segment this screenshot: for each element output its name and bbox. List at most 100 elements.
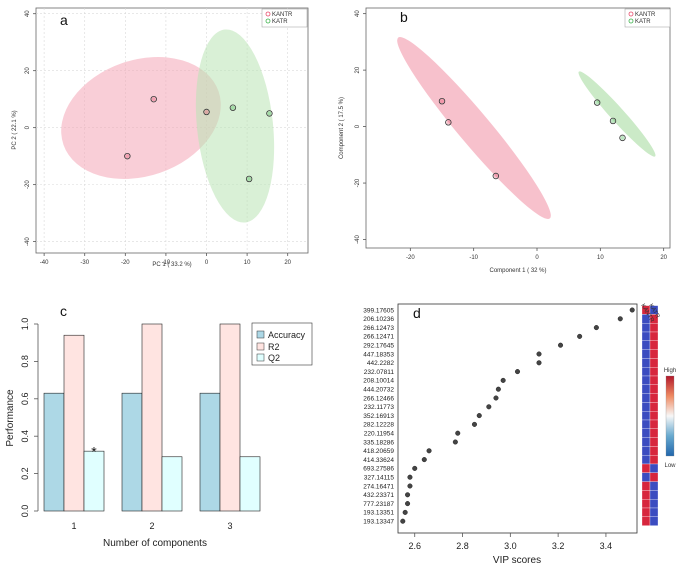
- panel-a-ylabel: PC 2 ( 22.1 %): [12, 110, 18, 149]
- feature-label: 220.11954: [364, 431, 395, 438]
- legend-kantr-marker: [628, 11, 634, 17]
- x-tick-label: 1: [71, 521, 76, 531]
- y-tick-label: -40: [355, 235, 361, 244]
- feature-label: 292.17645: [363, 343, 394, 350]
- x-tick-label: 3.2: [552, 541, 565, 551]
- feature-label: 432.23371: [363, 492, 394, 499]
- point-katr-outline: [245, 175, 253, 183]
- legend-kantr-label: KANTR: [635, 12, 656, 18]
- feature-label: 266.12473: [363, 325, 394, 332]
- y-tick-label: 0.6: [20, 393, 30, 406]
- heatmap-cell: [641, 481, 651, 491]
- panel-a: -40 -30 -20 -10 0 10 20 -40 -20 0 20 40 a KANTR KAT…: [12, 7, 309, 268]
- heatmap-cell: [641, 384, 651, 394]
- vip-point: [500, 377, 506, 383]
- x-tick-label: 10: [244, 260, 251, 266]
- panel-d-frame: [397, 303, 638, 534]
- heatmap-cell: [641, 411, 651, 421]
- vip-point: [493, 395, 499, 401]
- heatmap-cell: [649, 516, 659, 526]
- x-tick-label: 3.0: [504, 541, 517, 551]
- point-kantr: [440, 99, 444, 104]
- heatmap-cell: [649, 455, 659, 465]
- heatmap-cell: [641, 490, 651, 500]
- bar-q2: [161, 456, 183, 512]
- heatmap-cell: [641, 375, 651, 385]
- heatmap-cell: [649, 481, 659, 491]
- point-katr-outline: [593, 99, 601, 106]
- feature-label: 206.10236: [363, 316, 394, 323]
- y-tick-label: 0: [25, 125, 31, 129]
- heatmap-cell: [641, 358, 651, 368]
- heatmap-cell: [641, 331, 651, 341]
- heatmap-cell: [649, 446, 659, 456]
- vip-point: [536, 360, 542, 366]
- vip-point: [495, 386, 501, 392]
- heatmap-cell: [641, 419, 651, 429]
- y-tick-label: 0: [355, 124, 361, 128]
- feature-label: 399.17605: [363, 307, 394, 314]
- heatmap-cell: [641, 437, 651, 447]
- legend-r2-label: R2: [268, 342, 280, 352]
- point-katr: [611, 118, 615, 123]
- feature-label: 777.23187: [363, 501, 394, 508]
- point-kantr: [151, 97, 156, 102]
- legend-accuracy-label: Accuracy: [268, 330, 306, 340]
- x-tick-label: 0: [535, 255, 539, 261]
- vip-point: [400, 518, 406, 524]
- heatmap-cell: [649, 472, 659, 482]
- bar-r2: [219, 323, 241, 512]
- vip-point: [455, 430, 461, 436]
- point-katr: [267, 111, 272, 116]
- vip-point: [405, 492, 411, 498]
- heatmap-cell: [641, 455, 651, 465]
- point-katr: [595, 100, 600, 105]
- vip-point: [558, 342, 564, 348]
- feature-label: 352.16913: [363, 413, 394, 420]
- point-katr-outline: [229, 104, 237, 111]
- legend-r2-swatch: [256, 342, 265, 351]
- point-katr-outline: [619, 134, 626, 142]
- feature-label: 266.12471: [363, 334, 394, 341]
- y-tick-label: 0.4: [20, 430, 30, 443]
- panel-a-xlabel: PC 1 ( 33.2 %): [152, 262, 191, 268]
- legend-box: [261, 8, 308, 28]
- heatmap-cell: [649, 375, 659, 385]
- x-tick-label: 10: [597, 255, 604, 261]
- x-tick-label: -20: [406, 255, 415, 261]
- feature-label: 442.2282: [367, 360, 394, 367]
- vip-point: [486, 404, 492, 410]
- vip-point: [452, 439, 458, 445]
- point-kantr-outline: [438, 97, 446, 105]
- heatmap-cell: [649, 411, 659, 421]
- heatmap-cell: [649, 419, 659, 429]
- bar-q2: [83, 450, 105, 512]
- vip-point: [536, 351, 542, 357]
- panel-c-legend: Accuracy R2 Q2: [251, 322, 313, 366]
- legend-kantr-marker: [265, 11, 271, 17]
- vip-point: [476, 413, 482, 419]
- colorbar: [665, 375, 675, 457]
- feature-label: 266.12466: [363, 395, 394, 402]
- vip-point: [402, 509, 408, 515]
- heatmap-cell: [641, 516, 651, 526]
- panel-c-ylabel: Performance: [5, 389, 16, 447]
- heatmap-cell: [649, 367, 659, 377]
- heatmap-cell: [641, 463, 651, 473]
- y-tick-label: -20: [355, 178, 361, 187]
- heatmap-cell: [641, 428, 651, 438]
- vip-point: [617, 316, 623, 322]
- point-katr: [230, 105, 235, 110]
- x-tick-label: -20: [121, 260, 130, 266]
- legend-katr-label: KATR: [635, 19, 651, 25]
- x-tick-label: 20: [284, 260, 291, 266]
- bar-accuracy: [43, 392, 65, 512]
- y-tick-label: 20: [355, 66, 361, 73]
- panel-b-ylabel: Component 2 ( 17.5 %): [339, 97, 345, 159]
- feature-label: 418.20659: [363, 448, 394, 455]
- heatmap-cell: [649, 331, 659, 341]
- vip-point: [577, 333, 583, 339]
- y-tick-label: 20: [25, 67, 31, 74]
- bar-accuracy: [199, 392, 221, 512]
